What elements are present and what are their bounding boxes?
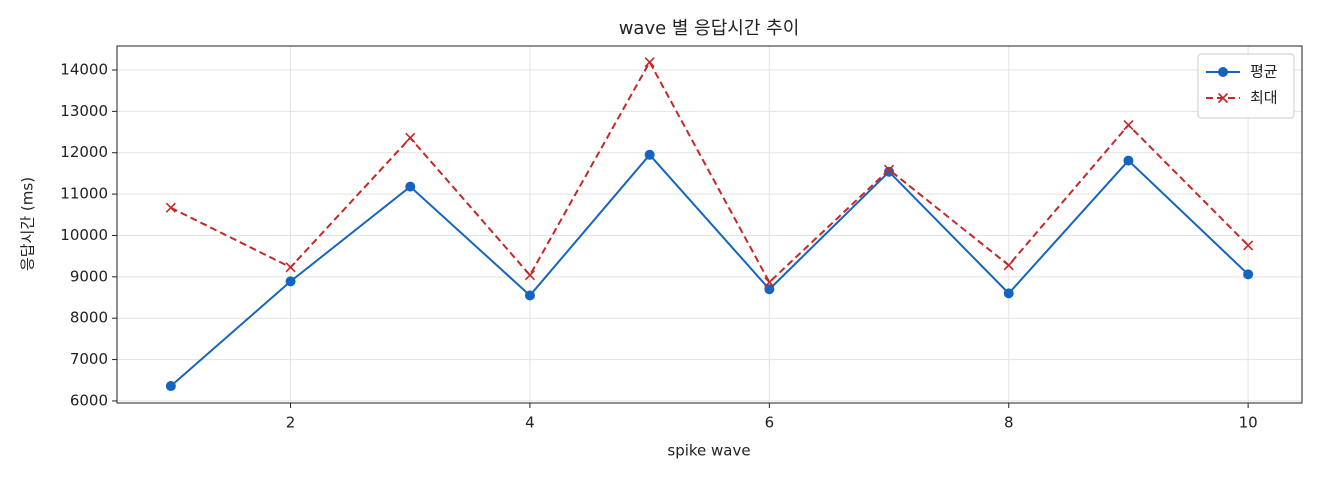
y-tick-label: 9000 xyxy=(70,267,108,285)
y-tick-label: 7000 xyxy=(70,350,108,368)
y-tick-label: 11000 xyxy=(60,185,108,203)
marker xyxy=(1123,155,1134,166)
series-line xyxy=(170,60,1249,284)
marker xyxy=(165,381,176,392)
x-tick-label: 2 xyxy=(286,414,296,432)
marker xyxy=(883,164,895,175)
x-axis-label: spike wave xyxy=(667,442,750,460)
marker xyxy=(285,276,296,287)
marker xyxy=(165,202,176,213)
y-tick-label: 10000 xyxy=(60,226,108,244)
marker xyxy=(1003,288,1014,299)
y-tick-label: 6000 xyxy=(70,391,108,409)
marker xyxy=(644,149,655,160)
y-axis-label: 응답시간 (ms) xyxy=(19,177,37,271)
marker xyxy=(644,57,655,68)
y-tick-label: 8000 xyxy=(70,309,108,327)
plot-frame xyxy=(116,45,1303,404)
y-tick-label: 14000 xyxy=(60,60,108,78)
marker xyxy=(1123,119,1134,131)
x-tick-label: 10 xyxy=(1239,414,1258,432)
chart-title: wave 별 응답시간 추이 xyxy=(619,18,800,39)
y-tick-label: 12000 xyxy=(60,143,108,161)
marker xyxy=(884,166,895,177)
marker xyxy=(524,290,535,301)
x-tick-label: 8 xyxy=(1004,414,1014,432)
legend-marker xyxy=(1218,67,1228,77)
marker xyxy=(405,181,416,192)
marker xyxy=(405,132,416,143)
y-tick-label: 13000 xyxy=(60,102,108,120)
x-tick-label: 6 xyxy=(765,414,775,432)
marker xyxy=(1243,240,1254,251)
legend-label: 평균 xyxy=(1250,63,1278,81)
x-tick-label: 4 xyxy=(525,414,535,432)
legend-marker xyxy=(1217,92,1229,104)
marker xyxy=(285,262,296,273)
legend-label: 최대 xyxy=(1250,89,1278,107)
marker xyxy=(524,270,536,281)
marker xyxy=(1243,269,1254,280)
legend-box xyxy=(1197,53,1295,119)
marker xyxy=(764,284,775,295)
marker xyxy=(1003,260,1014,271)
series-line xyxy=(170,153,1249,387)
marker xyxy=(764,277,775,288)
